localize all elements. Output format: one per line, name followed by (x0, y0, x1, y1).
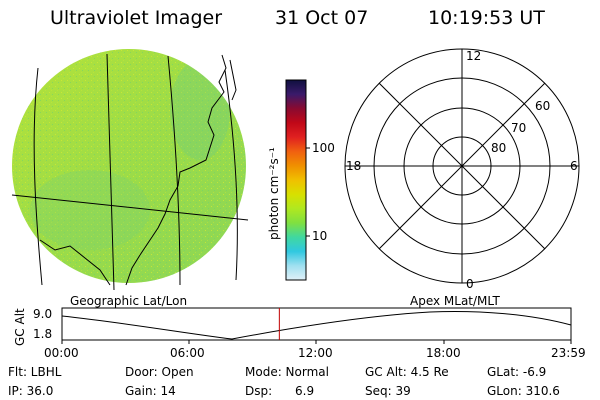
map-caption: Geographic Lat/Lon (70, 294, 187, 308)
lat-label-70: 70 (511, 121, 526, 135)
timeline-xtick: 23:59 (551, 346, 586, 360)
time: 10:19:53 UT (428, 7, 545, 29)
mlt-label-6: 6 (570, 159, 578, 173)
lat-label-80: 80 (491, 141, 506, 155)
mlt-label-12: 12 (466, 49, 481, 63)
polar-caption: Apex MLat/MLT (410, 294, 500, 308)
colorbar: 100 10 photon cm⁻²s⁻¹ (267, 79, 335, 281)
earth-image (11, 49, 249, 291)
mlt-label-0: 0 (466, 277, 474, 291)
info-filter: Flt: LBHL (8, 365, 62, 379)
timeline-ymin: 1.8 (33, 327, 52, 341)
timeline-xtick: 06:00 (170, 346, 205, 360)
colorbar-tick-10: 10 (312, 229, 327, 243)
lon-line (224, 69, 238, 281)
lat-line (11, 194, 249, 221)
timeline-plot: GC Alt 9.0 1.8 00:00 06:00 12:00 18:00 2… (13, 307, 586, 360)
info-seq: Seq: 39 (365, 384, 411, 398)
timeline-ylabel: GC Alt (13, 308, 27, 346)
lat-label-60: 60 (535, 99, 550, 113)
date: 31 Oct 07 (275, 7, 368, 29)
info-ip: IP: 36.0 (8, 384, 53, 398)
lon-line (167, 55, 181, 286)
info-panel: Flt: LBHL Door: Open Mode: Normal GC Alt… (8, 365, 560, 398)
timeline-xtick: 12:00 (298, 346, 333, 360)
coastline (125, 54, 237, 286)
colorbar-tick-100: 100 (312, 141, 335, 155)
timeline-ymax: 9.0 (33, 307, 52, 321)
info-glon: GLon: 310.6 (487, 384, 560, 398)
info-gc-alt: GC Alt: 4.5 Re (365, 365, 449, 379)
info-gain: Gain: 14 (125, 384, 176, 398)
timeline-xtick: 00:00 (44, 346, 79, 360)
title: Ultraviolet Imager (50, 7, 222, 29)
info-door: Door: Open (125, 365, 194, 379)
orbit-altitude-curve (61, 311, 572, 340)
timeline-xtick: 18:00 (426, 346, 461, 360)
coastline-west (39, 239, 111, 286)
colorbar-gradient (285, 79, 307, 281)
polar-diagonal (378, 82, 546, 250)
lon-line (106, 53, 115, 291)
lon-line (33, 67, 43, 286)
info-dsp: Dsp: 6.9 (245, 384, 314, 398)
colorbar-label: photon cm⁻²s⁻¹ (267, 147, 281, 240)
info-mode: Mode: Normal (245, 365, 329, 379)
mlt-label-18: 18 (346, 159, 361, 173)
polar-plot (344, 48, 580, 284)
info-glat: GLat: -6.9 (487, 365, 546, 379)
